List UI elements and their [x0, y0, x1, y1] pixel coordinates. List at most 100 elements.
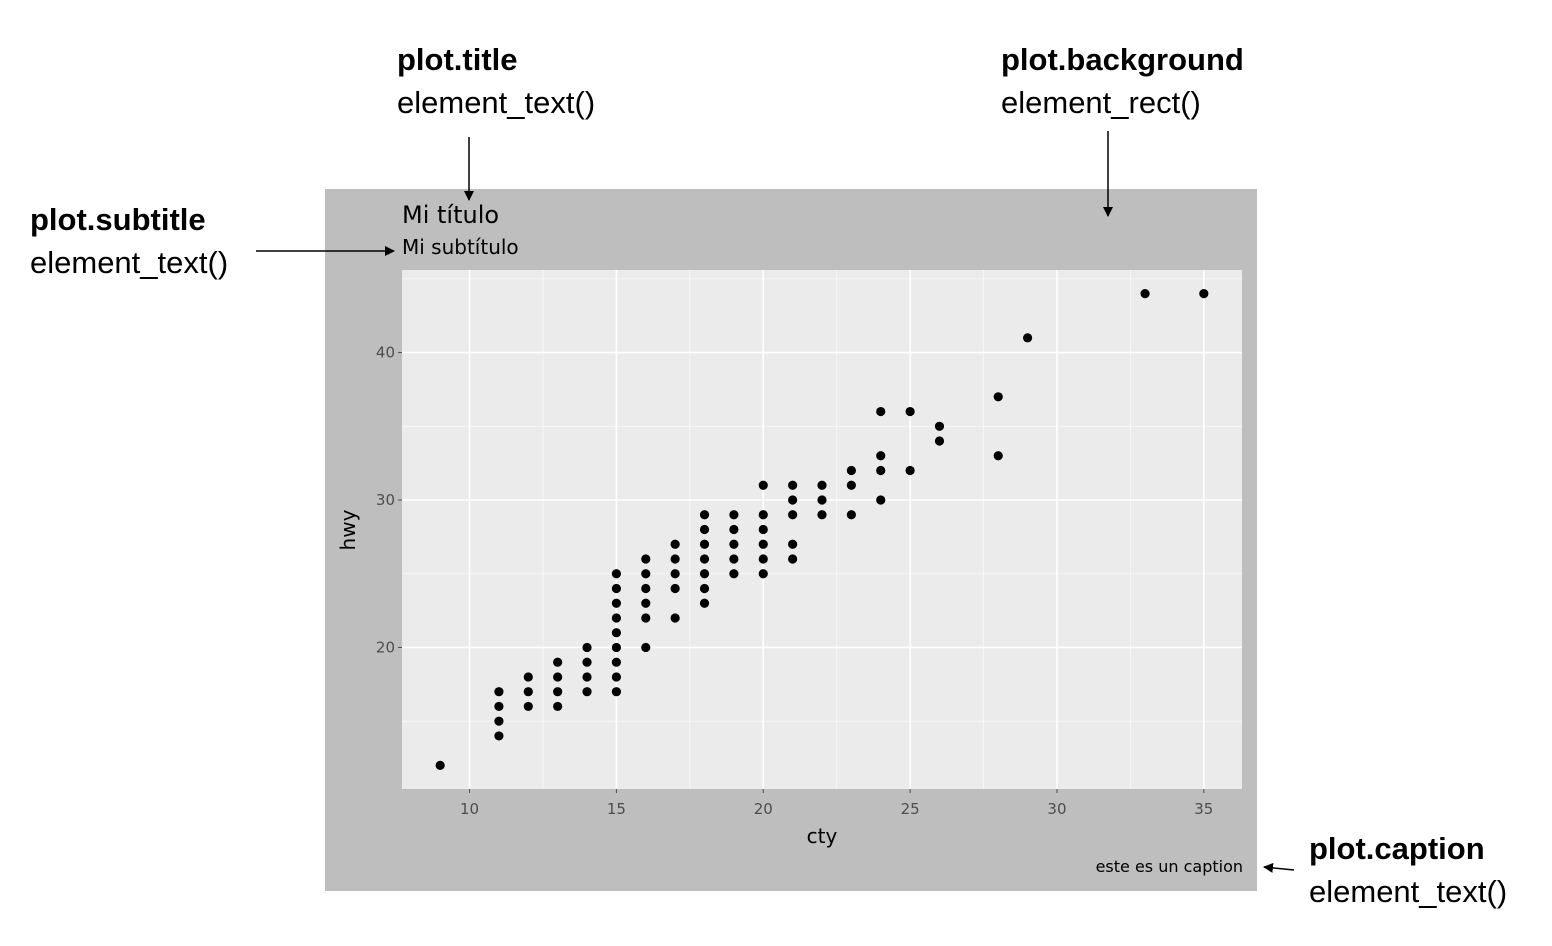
data-point	[699, 569, 710, 579]
data-point	[876, 451, 886, 461]
data-point	[699, 598, 710, 608]
data-point	[758, 480, 768, 490]
data-point	[934, 436, 945, 446]
data-point	[758, 510, 768, 520]
annotation-plot-subtitle-fn: element_text()	[30, 245, 229, 280]
data-point	[611, 613, 622, 623]
annotation-plot-caption: plot.caption element_text()	[1309, 827, 1507, 913]
data-point	[582, 672, 592, 682]
data-point	[905, 406, 915, 417]
data-point	[553, 672, 563, 682]
plot-caption: este es un caption	[1096, 857, 1243, 876]
data-point	[611, 642, 622, 653]
data-point	[611, 687, 622, 697]
data-point	[670, 554, 680, 564]
data-point	[729, 524, 739, 535]
annotation-plot-background-fn: element_rect()	[1001, 85, 1201, 120]
annotation-plot-title-name: plot.title	[397, 42, 518, 77]
plot-title: Mi título	[402, 201, 499, 229]
plot-subtitle: Mi subtítulo	[402, 235, 519, 259]
data-point	[494, 716, 504, 726]
annotation-plot-caption-fn: element_text()	[1309, 874, 1508, 909]
data-point	[611, 628, 622, 638]
data-point	[494, 701, 504, 712]
data-point	[817, 480, 827, 490]
annotation-plot-subtitle-name: plot.subtitle	[30, 202, 206, 237]
annotation-plot-title-fn: element_text()	[397, 85, 596, 120]
data-point	[582, 642, 592, 653]
data-point	[699, 510, 710, 520]
x-tick-label: 15	[607, 800, 626, 818]
data-point	[817, 510, 827, 520]
data-point	[611, 583, 622, 594]
data-point	[523, 701, 533, 712]
data-point	[758, 539, 768, 549]
data-point	[788, 510, 798, 520]
data-point	[611, 672, 622, 682]
data-point	[729, 554, 739, 564]
data-point	[876, 495, 886, 505]
data-point	[670, 613, 680, 623]
data-point	[905, 465, 915, 476]
data-point	[993, 392, 1003, 402]
data-point	[670, 539, 680, 549]
y-tick-label: 20	[376, 638, 395, 656]
data-point	[641, 598, 651, 608]
data-point	[699, 554, 710, 564]
data-point	[993, 451, 1003, 461]
y-tick-label: 30	[376, 491, 395, 509]
annotation-plot-title: plot.title element_text()	[397, 38, 595, 124]
data-point	[494, 687, 504, 697]
annotation-plot-background-name: plot.background	[1001, 42, 1244, 77]
data-point	[758, 554, 768, 564]
data-point	[611, 598, 622, 608]
x-tick-label: 35	[1194, 800, 1213, 818]
axis-ticks: 10 15 20 25 30 35 20 30 40	[376, 344, 1213, 818]
data-point	[729, 510, 739, 520]
data-point	[553, 657, 563, 667]
data-point	[641, 569, 651, 579]
grid-major	[402, 270, 1242, 789]
x-tick-label: 25	[901, 800, 920, 818]
data-point	[876, 465, 886, 476]
data-point	[611, 657, 622, 667]
x-tick-label: 10	[460, 800, 479, 818]
data-point	[934, 421, 945, 431]
data-point	[846, 480, 856, 490]
data-point	[523, 672, 533, 682]
data-point	[758, 524, 768, 535]
data-point	[641, 642, 651, 653]
data-point	[494, 731, 504, 741]
data-point	[788, 480, 798, 490]
annotation-plot-subtitle: plot.subtitle element_text()	[30, 198, 228, 284]
data-point	[729, 569, 739, 579]
data-point	[846, 465, 856, 476]
grid-minor	[402, 270, 1242, 789]
data-point	[582, 657, 592, 667]
data-point	[699, 583, 710, 594]
data-point	[670, 569, 680, 579]
data-point	[846, 510, 856, 520]
annotation-plot-caption-name: plot.caption	[1309, 831, 1485, 866]
data-point	[553, 687, 563, 697]
x-tick-label: 20	[754, 800, 773, 818]
data-point	[641, 583, 651, 594]
annotation-plot-background: plot.background element_rect()	[1001, 38, 1244, 124]
data-point	[788, 495, 798, 505]
data-point	[1140, 288, 1150, 299]
data-point	[1199, 288, 1209, 299]
data-point	[699, 539, 710, 549]
data-point	[553, 701, 563, 712]
scatter-chart: Mi título Mi subtítulo 10 15 20 25 30 35 20 30 4…	[336, 201, 1243, 876]
panel-background	[402, 270, 1242, 789]
data-point	[817, 495, 827, 505]
data-point	[523, 687, 533, 697]
data-point	[582, 687, 592, 697]
y-axis-title: hwy	[336, 509, 360, 550]
data-point	[641, 613, 651, 623]
data-point	[788, 539, 798, 549]
data-point	[641, 554, 651, 564]
data-point	[699, 524, 710, 535]
data-point	[670, 583, 680, 594]
data-point	[758, 569, 768, 579]
